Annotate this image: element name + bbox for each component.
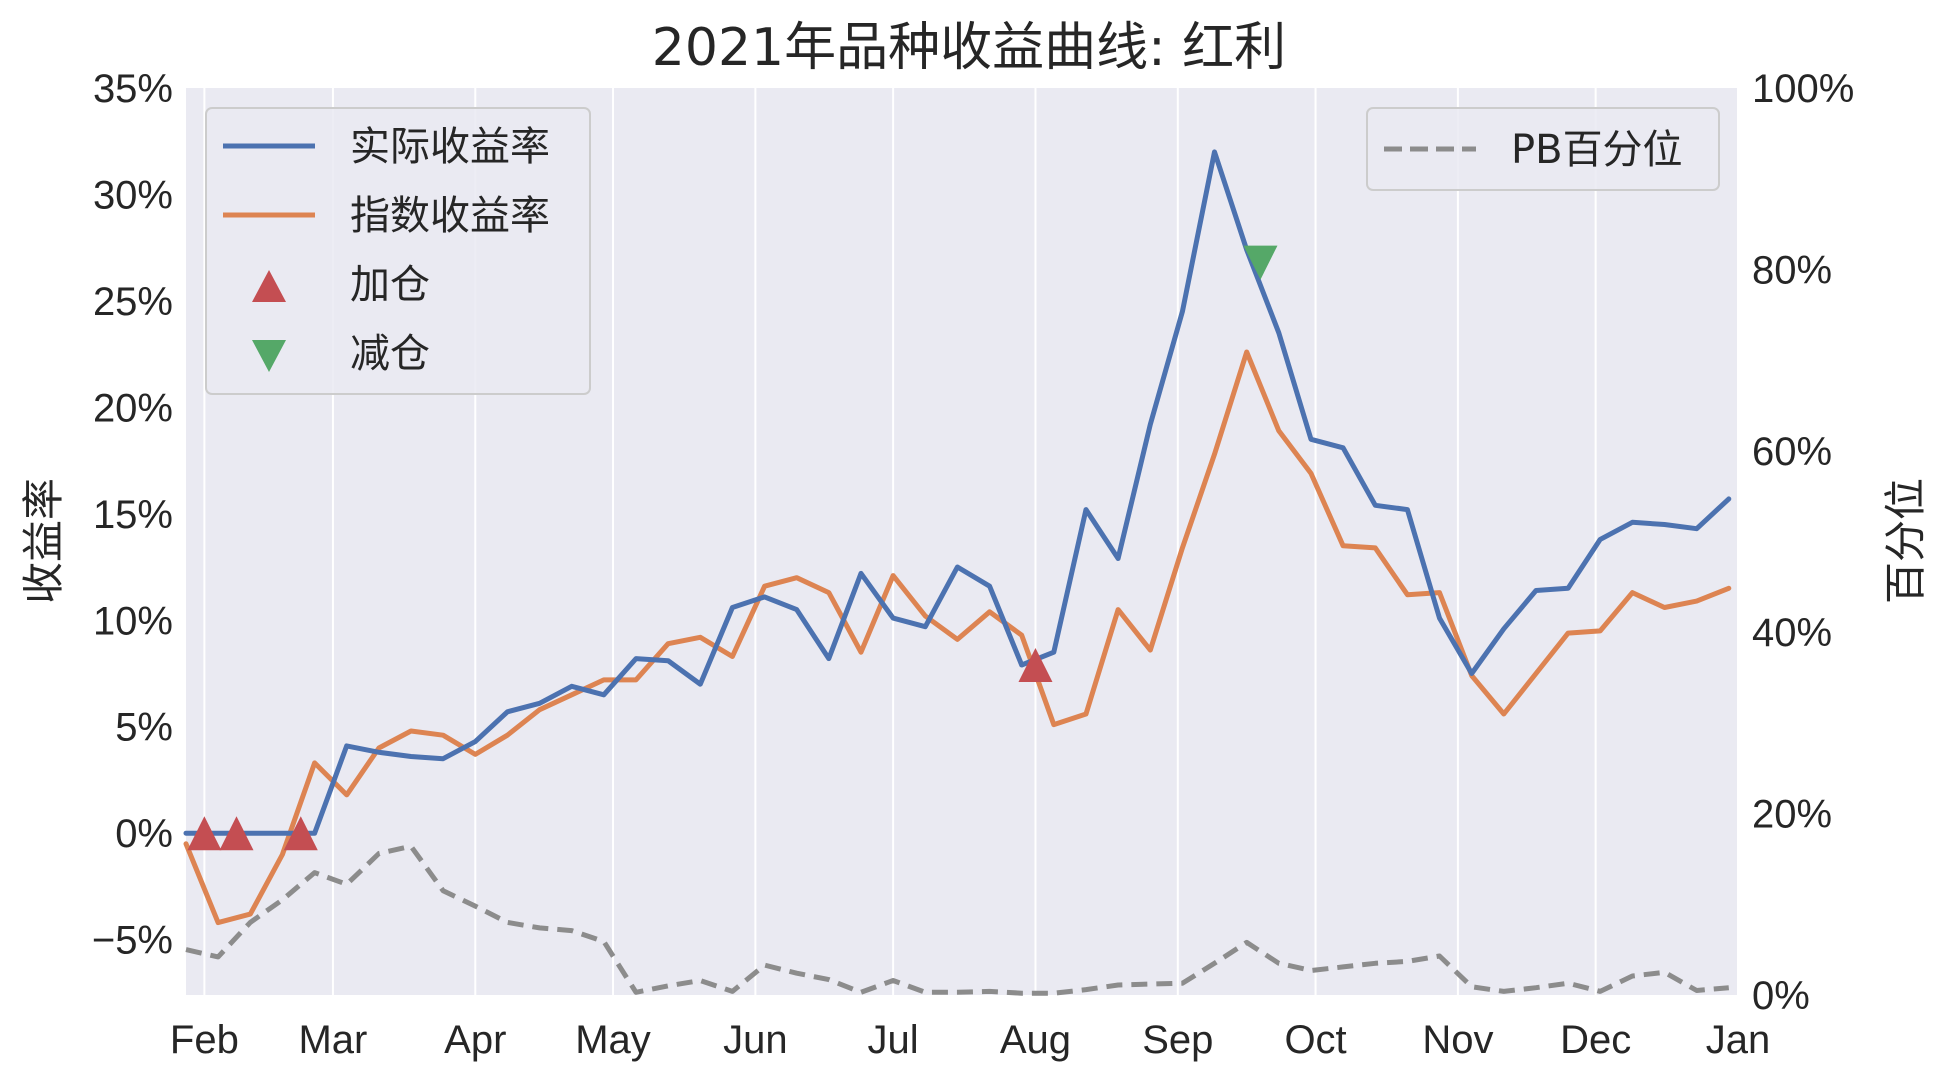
x-tick-label: Jul — [868, 1018, 919, 1062]
legend-label-actual: 实际收益率 — [350, 124, 550, 170]
series-line — [185, 843, 1730, 996]
legend-left-frame — [205, 107, 591, 395]
sell-marker — [1243, 245, 1278, 280]
y2-tick-label: 60% — [1752, 430, 1832, 474]
x-tick-label: Apr — [444, 1018, 506, 1062]
legend-right-frame — [1366, 107, 1720, 191]
legend-label-pb: PB百分位 — [1511, 127, 1683, 173]
legend-swatch-reduce — [252, 340, 286, 372]
y-tick-label: −5% — [92, 919, 173, 963]
y-tick-label: 15% — [93, 493, 173, 537]
y-tick-label: 35% — [93, 67, 173, 111]
legend-label-add: 加仓 — [350, 262, 430, 308]
y2-tick-label: 40% — [1752, 611, 1832, 655]
chart-title: 2021年品种收益曲线: 红利 — [652, 18, 1286, 78]
x-tick-label: Dec — [1560, 1018, 1631, 1062]
x-tick-label: Feb — [170, 1018, 239, 1062]
buy-marker — [219, 816, 254, 851]
buy-marker — [187, 816, 222, 851]
x-tick-label: Nov — [1422, 1018, 1493, 1062]
y2-axis-label: 百分位 — [1881, 478, 1930, 604]
y2-tick-label: 20% — [1752, 793, 1832, 837]
y-tick-label: 10% — [93, 599, 173, 643]
buy-marker — [1018, 647, 1053, 682]
legend-label-reduce: 减仓 — [350, 331, 430, 377]
marker-layer — [187, 245, 1278, 851]
x-tick-label: Aug — [1000, 1018, 1071, 1062]
legend-label-index: 指数收益率 — [350, 193, 550, 239]
x-tick-label: Oct — [1284, 1018, 1346, 1062]
x-tick-label: Mar — [298, 1018, 367, 1062]
y-tick-label: 20% — [93, 386, 173, 430]
x-tick-label: Jun — [723, 1018, 788, 1062]
tick-labels: Feb Mar Apr May Jun Jul Aug Sep Oct Nov Dec Jan 35% 3… — [92, 67, 1854, 1062]
y-axis-label: 收益率 — [19, 478, 68, 604]
x-tick-label: May — [575, 1018, 651, 1062]
series-layer — [183, 149, 1732, 996]
x-tick-label: Jan — [1706, 1018, 1771, 1062]
buy-marker — [283, 816, 318, 851]
y2-tick-label: 80% — [1752, 248, 1832, 292]
legend-left: 实际收益率 指数收益率 加仓 减仓 — [205, 107, 591, 395]
legend-right: PB百分位 — [1366, 107, 1720, 191]
y2-tick-label: 0% — [1752, 974, 1810, 1018]
y-tick-label: 30% — [93, 173, 173, 217]
legend-swatch-add — [252, 270, 286, 302]
y2-tick-label: 100% — [1752, 67, 1854, 111]
y-tick-label: 25% — [93, 280, 173, 324]
x-tick-label: Sep — [1142, 1018, 1213, 1062]
y-tick-label: 0% — [115, 812, 173, 856]
series-line — [183, 149, 1732, 836]
y-tick-label: 5% — [115, 706, 173, 750]
